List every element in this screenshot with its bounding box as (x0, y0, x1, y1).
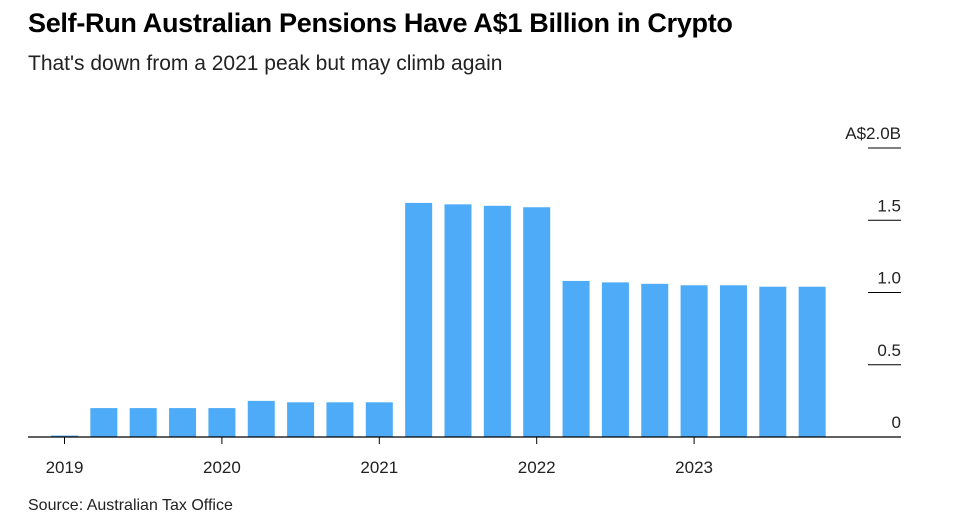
bar-q4-2019 (169, 408, 197, 437)
x-tick-label: 2022 (518, 458, 556, 477)
chart-title: Self-Run Australian Pensions Have A$1 Bi… (28, 8, 733, 38)
bar-q2-2023 (719, 285, 747, 437)
x-tick-label: 2019 (46, 458, 84, 477)
y-tick-label: 0.5 (877, 341, 901, 360)
bar-q1-2019 (51, 435, 78, 437)
bar-q4-2021 (483, 205, 511, 437)
bar-q1-2023 (680, 285, 708, 437)
bar-q2-2020 (247, 400, 275, 437)
bars-group (51, 202, 826, 437)
y-axis: A$2.0B 1.5 1.0 0.5 0 (845, 124, 901, 432)
bar-q1-2022 (523, 207, 551, 437)
bar-q2-2021 (405, 202, 433, 437)
y-tick-label: 1.5 (877, 196, 901, 215)
bar-q3-2023 (759, 286, 787, 437)
y-tick-label: A$2.0B (845, 124, 901, 143)
bar-q4-2023 (798, 286, 826, 437)
bar-q2-2019 (90, 408, 118, 437)
x-tick-label: 2023 (675, 458, 713, 477)
bar-q3-2019 (129, 408, 157, 437)
bar-q4-2022 (641, 283, 669, 437)
chart-subtitle: That's down from a 2021 peak but may cli… (28, 52, 503, 75)
y-tick-label: 1.0 (877, 269, 901, 288)
bar-q3-2022 (601, 282, 629, 437)
bar-q1-2021 (365, 402, 393, 437)
bar-q4-2020 (326, 402, 354, 437)
bar-q3-2021 (444, 204, 472, 437)
bar-q1-2020 (208, 408, 236, 437)
x-tick-label: 2021 (360, 458, 398, 477)
source-note: Source: Australian Tax Office (28, 497, 233, 514)
bar-q2-2022 (562, 280, 590, 437)
bar-q3-2020 (287, 402, 315, 437)
x-tick-label: 2020 (203, 458, 241, 477)
x-axis: 2019 2020 2021 2022 2023 (28, 436, 901, 477)
y-tick-label: 0 (892, 413, 901, 432)
